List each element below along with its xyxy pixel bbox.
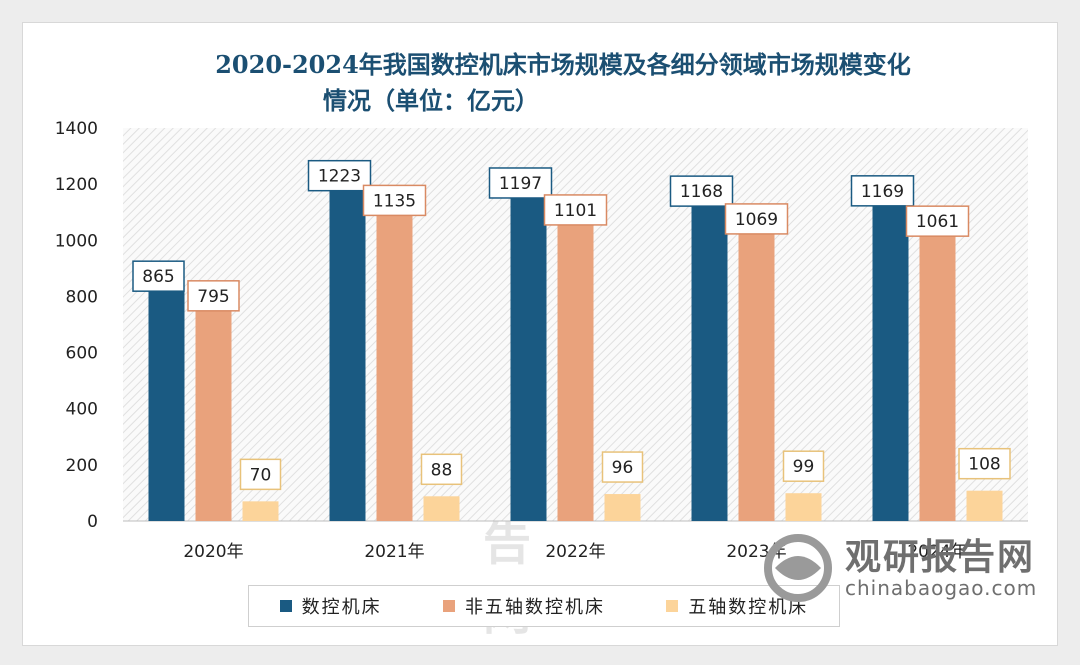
legend-item-cnc: 数控机床 [279,593,382,619]
data-labels: 865 795 70 1223 1135 88 1197 1101 96 1168 1069 99 11… [132,159,1011,491]
chart-subtitle: 情况（单位：亿元） [323,86,539,115]
data-label: 865 [142,267,174,287]
chart-area: 0 200 400 600 800 1000 1200 1400 2020年 2021年 2022… [55,119,1028,562]
y-axis: 0 200 400 600 800 1000 1200 1400 [55,119,98,532]
legend-label-non-five-axis: 非五轴数控机床 [464,597,605,618]
legend-swatch-cnc [279,600,292,612]
data-label: 70 [250,465,272,485]
y-tick-label: 200 [66,456,98,476]
chart-title: 2020-2024年我国数控机床市场规模及各细分领域市场规模变化 [215,50,911,79]
data-label-box [362,184,427,217]
bar [604,494,641,521]
data-label-box [420,453,463,486]
data-label-box [307,159,372,192]
data-label: 1223 [318,167,361,187]
data-label: 1168 [680,182,723,202]
bar [872,192,909,521]
data-label-box [488,167,553,199]
data-label-box [601,451,644,483]
bar [242,501,279,521]
data-label-box [187,280,240,312]
y-tick-label: 1000 [55,231,98,251]
data-label-box [543,194,608,226]
legend-swatch-non-five-axis [442,600,455,612]
data-label-box [132,260,185,292]
bar [329,177,366,521]
data-label-box [850,175,915,207]
data-label: 1135 [373,191,416,211]
y-tick-label: 1200 [55,175,98,195]
x-tick-label: 2021年 [364,542,424,562]
y-tick-label: 0 [87,512,98,532]
bar [785,493,822,521]
legend-item-non-five-axis: 非五轴数控机床 [442,593,605,619]
y-tick-label: 600 [66,344,98,364]
bar [376,202,413,521]
data-label: 1197 [499,174,542,194]
legend-label-cnc: 数控机床 [301,597,382,618]
bar [557,211,594,521]
legend-item-five-axis: 五轴数控机床 [666,593,808,619]
data-label-box [669,175,734,207]
watermark-url: chinabaogao.com [845,576,1038,600]
data-label: 88 [431,460,453,480]
y-tick-label: 1400 [55,119,98,139]
data-label: 1061 [916,212,959,232]
data-label: 1069 [735,210,778,230]
data-label-box [905,205,970,237]
data-label-box [724,203,789,235]
bar [148,278,185,521]
corner-watermark: 观研报告网 chinabaogao.com [753,528,1053,608]
x-tick-label: 2024年 [907,542,967,562]
legend-label-five-axis: 五轴数控机床 [688,597,809,618]
data-label: 1101 [554,201,597,221]
bar [966,490,1003,521]
watermark-logo-icon [764,534,832,602]
data-label: 108 [968,455,1000,475]
data-label: 99 [793,457,815,477]
data-label-box [782,450,825,482]
chart-card: 2020-2024年我国数控机床市场规模及各细分领域市场规模变化 情况（单位：亿… [22,22,1058,646]
x-tick-label: 2020年 [183,542,243,562]
x-tick-label: 2022年 [545,542,605,562]
watermark-brand: 观研报告网 [845,537,1036,578]
bar [195,297,232,521]
data-label: 96 [612,458,634,478]
bar [738,220,775,521]
data-label-box [239,458,282,491]
bar [510,184,547,522]
legend-swatch-five-axis [666,600,679,612]
bar [423,496,460,521]
y-tick-label: 400 [66,400,98,420]
data-label-box [958,447,1011,480]
legend: 数控机床 非五轴数控机床 五轴数控机床 [248,585,840,627]
y-tick-label: 800 [66,287,98,307]
data-label: 795 [197,287,229,307]
bar [691,193,728,521]
bars [148,177,1003,522]
data-label: 1169 [861,182,904,202]
bar [919,223,956,521]
